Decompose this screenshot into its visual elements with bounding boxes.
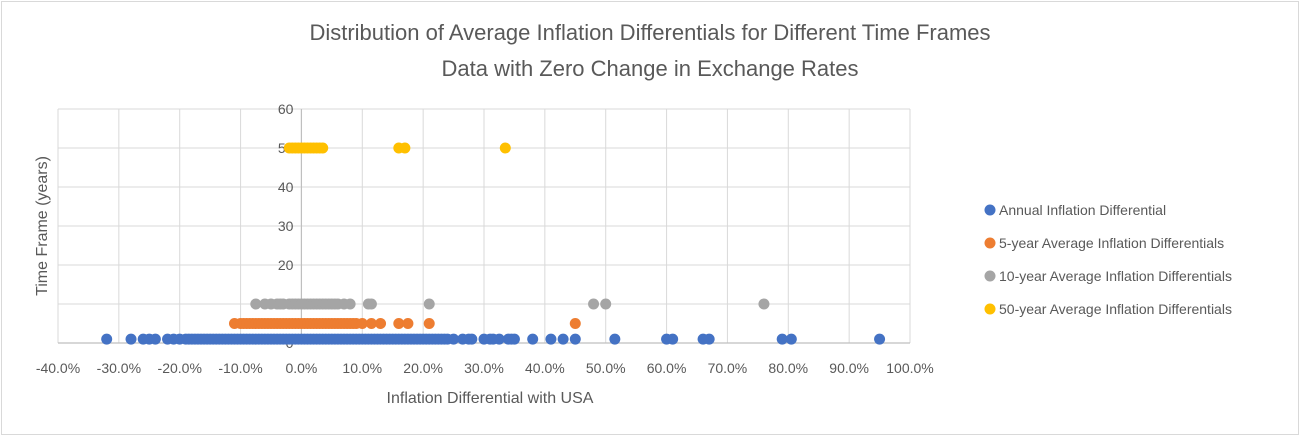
data-point <box>317 142 329 154</box>
data-point <box>785 333 797 345</box>
data-point <box>557 333 569 345</box>
x-tick-label: 30.0% <box>464 360 504 376</box>
data-point <box>667 333 679 345</box>
x-tick-label: -10.0% <box>218 360 262 376</box>
data-point <box>874 333 886 345</box>
legend-marker <box>984 237 996 249</box>
data-point <box>149 333 161 345</box>
x-tick-label: -30.0% <box>97 360 141 376</box>
data-point <box>466 333 478 345</box>
legend-marker <box>984 204 996 216</box>
data-point <box>703 333 715 345</box>
data-point <box>375 318 387 329</box>
y-tick-labels: 0102030405060 <box>278 101 294 351</box>
data-point <box>356 318 368 329</box>
data-point <box>344 298 356 310</box>
legend-label: 50-year Average Inflation Differentials <box>999 301 1232 317</box>
legend-marker <box>984 303 996 315</box>
legend-marker <box>984 270 996 282</box>
y-tick-label: 40 <box>278 179 294 195</box>
x-tick-label: 40.0% <box>525 360 565 376</box>
legend-label: 10-year Average Inflation Differentials <box>999 268 1232 284</box>
data-point <box>125 333 137 345</box>
data-point <box>569 333 581 345</box>
data-point <box>499 142 511 154</box>
x-tick-label: -20.0% <box>158 360 202 376</box>
series-4 <box>283 142 511 154</box>
data-points <box>101 142 886 345</box>
data-point <box>545 333 557 345</box>
data-point <box>250 298 262 310</box>
series-2 <box>228 318 581 329</box>
data-point <box>508 333 520 345</box>
data-point <box>776 333 788 345</box>
x-tick-labels: -40.0% -30.0% -20.0% -10.0% 0.0% 10.0% 20.0% 30… <box>36 360 934 376</box>
data-point <box>365 318 377 329</box>
data-point <box>600 298 612 310</box>
x-tick-label: 100.0% <box>886 360 933 376</box>
data-point <box>569 318 581 329</box>
x-tick-label: 70.0% <box>708 360 748 376</box>
x-tick-label: 0.0% <box>285 360 317 376</box>
x-tick-label: 10.0% <box>342 360 382 376</box>
y-axis-title: Time Frame (years) <box>34 156 51 296</box>
data-point <box>399 142 411 154</box>
chart-subtitle: Data with Zero Change in Exchange Rates <box>441 56 859 81</box>
y-tick-label: 60 <box>278 101 294 117</box>
data-point <box>588 298 600 310</box>
series-1 <box>101 333 886 345</box>
chart-title: Distribution of Average Inflation Differ… <box>309 20 991 45</box>
y-tick-label: 30 <box>278 218 294 234</box>
data-point <box>758 298 770 310</box>
data-point <box>527 333 539 345</box>
data-point <box>493 333 505 345</box>
data-point <box>393 318 405 329</box>
legend: Annual Inflation Differential 5-year Aver… <box>984 202 1232 317</box>
gridlines <box>57 108 911 344</box>
legend-label: Annual Inflation Differential <box>999 202 1166 218</box>
x-tick-label: 60.0% <box>647 360 687 376</box>
y-tick-label: 20 <box>278 257 294 273</box>
data-point <box>609 333 621 345</box>
series-3 <box>250 298 770 310</box>
data-point <box>423 318 435 329</box>
legend-label: 5-year Average Inflation Differentials <box>999 235 1224 251</box>
data-point <box>402 318 414 329</box>
x-axis-title: Inflation Differential with USA <box>387 390 594 407</box>
x-tick-label: 50.0% <box>586 360 626 376</box>
data-point <box>423 298 435 310</box>
x-tick-label: 90.0% <box>829 360 869 376</box>
x-tick-label: -40.0% <box>36 360 80 376</box>
data-point <box>365 298 377 310</box>
data-point <box>448 333 460 345</box>
x-tick-label: 20.0% <box>403 360 443 376</box>
x-tick-label: 80.0% <box>768 360 808 376</box>
data-point <box>101 333 113 345</box>
